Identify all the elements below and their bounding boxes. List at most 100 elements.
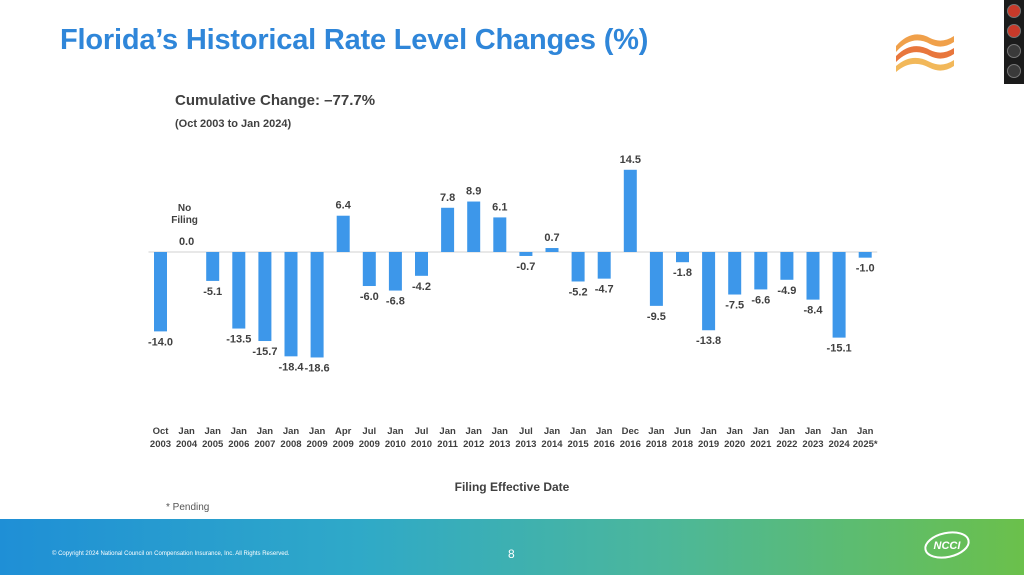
x-tick-label-month: Jan [492, 426, 509, 437]
x-tick-label-year: 2007 [254, 439, 275, 450]
data-label: -6.0 [360, 291, 379, 303]
microphone-icon[interactable] [1007, 24, 1021, 38]
x-tick-label-month: Jul [362, 426, 376, 437]
data-label: -4.9 [777, 285, 796, 297]
x-tick-label-year: 2009 [333, 439, 354, 450]
bar [519, 252, 533, 256]
back-icon[interactable] [1007, 4, 1021, 18]
data-label: -1.0 [856, 263, 875, 275]
data-label: -6.6 [751, 294, 770, 306]
x-tick-label-year: 2025* [853, 439, 878, 450]
x-tick-label-year: 2013 [515, 439, 536, 450]
x-tick-label-year: 2018 [672, 439, 693, 450]
x-tick-label-year: 2020 [724, 439, 745, 450]
bar [832, 252, 846, 338]
bar [388, 252, 402, 291]
data-label: 8.9 [466, 186, 481, 198]
x-tick-label-month: Jan [727, 426, 744, 437]
data-label: 7.8 [440, 192, 455, 204]
bar [780, 252, 794, 280]
data-label: -4.7 [595, 284, 614, 296]
data-label: 14.5 [620, 154, 641, 166]
x-tick-label-year: 2024 [829, 439, 851, 450]
bar [336, 215, 350, 252]
x-tick-label-month: Dec [622, 426, 639, 437]
ncci-logo: NCCI [924, 531, 970, 559]
ncci-logo-text: NCCI [934, 540, 962, 552]
bar [441, 207, 455, 252]
x-axis-title: Filing Effective Date [454, 480, 570, 494]
x-tick-label-year: 2004 [176, 439, 198, 450]
data-label: 6.4 [336, 200, 352, 212]
x-tick-label-year: 2009 [307, 439, 328, 450]
x-tick-label-year: 2023 [802, 439, 823, 450]
data-label: 0.0 [179, 236, 194, 248]
data-label: -18.4 [278, 361, 304, 373]
data-label: -14.0 [148, 336, 173, 348]
data-label: -5.1 [203, 286, 222, 298]
bar [284, 252, 298, 357]
data-label: -5.2 [569, 286, 588, 298]
data-label: -6.8 [386, 296, 405, 308]
x-tick-label-month: Jan [857, 426, 874, 437]
x-tick-label-month: Jan [544, 426, 561, 437]
settings-icon[interactable] [1007, 64, 1021, 78]
data-label: -7.5 [725, 300, 744, 312]
x-tick-label-month: Jan [805, 426, 822, 437]
bar [597, 252, 611, 279]
bar [571, 252, 585, 282]
data-label: -18.6 [305, 362, 330, 374]
x-tick-label-year: 2018 [646, 439, 667, 450]
x-tick-label-year: 2016 [594, 439, 615, 450]
bar [806, 252, 820, 300]
copyright-text: © Copyright 2024 National Council on Com… [52, 551, 290, 557]
data-label: -9.5 [647, 311, 666, 323]
ncci-wave-logo [896, 34, 954, 72]
x-tick-label-year: 2009 [359, 439, 380, 450]
x-tick-label-month: Jan [231, 426, 248, 437]
x-tick-label-year: 2019 [698, 439, 719, 450]
x-tick-label-year: 2012 [463, 439, 484, 450]
bar [493, 217, 507, 252]
data-label: -1.8 [673, 267, 692, 279]
x-tick-label-month: Jan [309, 426, 326, 437]
x-tick-label-year: 2022 [776, 439, 797, 450]
slide-title: Florida’s Historical Rate Level Changes … [60, 24, 649, 56]
no-filing-annotation: Filing [171, 215, 198, 226]
data-label: -15.7 [252, 346, 277, 358]
side-toolbar [1004, 0, 1024, 84]
pending-footnote: * Pending [166, 502, 210, 513]
x-tick-label-year: 2010 [411, 439, 432, 450]
x-tick-label-year: 2006 [228, 439, 249, 450]
bar [258, 252, 272, 342]
data-label: -15.1 [827, 343, 852, 355]
data-label: 6.1 [492, 201, 507, 213]
x-tick-label-year: 2010 [385, 439, 406, 450]
data-label: 0.7 [544, 232, 559, 244]
bar [310, 252, 324, 358]
x-tick-label-month: Jul [519, 426, 533, 437]
bar [623, 169, 637, 252]
bar [676, 252, 689, 263]
x-tick-label-month: Jan [205, 426, 222, 437]
x-tick-label-month: Jan [648, 426, 665, 437]
x-tick-label-month: Jan [178, 426, 195, 437]
x-tick-label-month: Jan [700, 426, 717, 437]
chat-icon[interactable] [1007, 44, 1021, 58]
bar [754, 252, 768, 290]
data-label: -8.4 [804, 305, 824, 317]
page-number: 8 [508, 547, 515, 561]
x-tick-label-month: Jan [779, 426, 796, 437]
x-tick-label-year: 2014 [541, 439, 563, 450]
x-tick-label-year: 2021 [750, 439, 772, 450]
x-tick-label-month: Jan [283, 426, 300, 437]
x-tick-label-month: Jan [831, 426, 848, 437]
x-tick-label-month: Jun [674, 426, 691, 437]
bar [206, 252, 220, 281]
footer-bar: © Copyright 2024 National Council on Com… [0, 519, 1024, 575]
bar [545, 248, 559, 252]
x-tick-label-month: Jan [387, 426, 404, 437]
x-tick-label-month: Jan [753, 426, 770, 437]
data-label: -13.5 [226, 334, 251, 346]
